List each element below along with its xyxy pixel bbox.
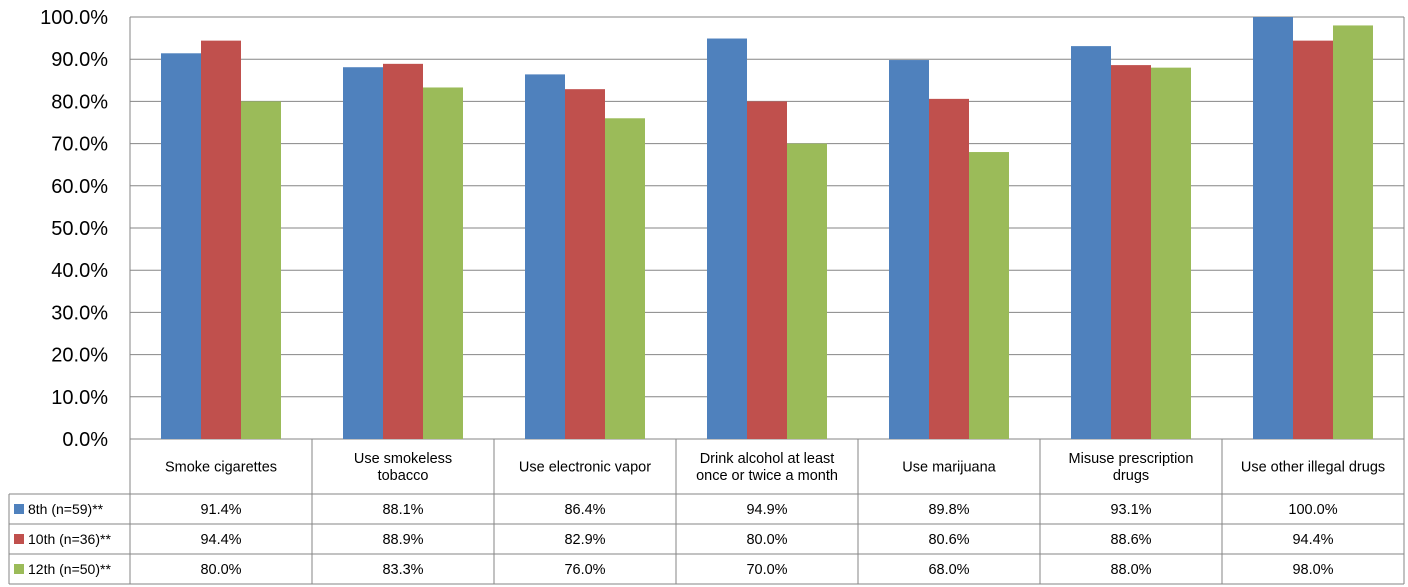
category-label: Misuse prescription bbox=[1069, 451, 1194, 467]
bar-10th bbox=[565, 89, 605, 440]
y-tick-label: 30.0% bbox=[51, 302, 108, 324]
y-tick-label: 80.0% bbox=[51, 91, 108, 113]
category-label: Smoke cigarettes bbox=[165, 460, 277, 476]
bar-10th bbox=[747, 101, 787, 440]
y-tick-label: 90.0% bbox=[51, 49, 108, 71]
data-table-cell: 70.0% bbox=[746, 562, 787, 578]
y-tick-label: 20.0% bbox=[51, 345, 108, 367]
bar-10th bbox=[201, 40, 241, 440]
data-table-cell: 83.3% bbox=[382, 562, 423, 578]
data-table-cell: 91.4% bbox=[200, 502, 241, 518]
data-table-cell: 80.0% bbox=[200, 562, 241, 578]
y-tick-label: 100.0% bbox=[40, 7, 108, 29]
bar-8th bbox=[1253, 17, 1293, 439]
bar-12th bbox=[423, 87, 463, 439]
data-table-cell: 76.0% bbox=[564, 562, 605, 578]
category-label: tobacco bbox=[378, 468, 429, 484]
bar-8th bbox=[525, 74, 565, 439]
data-table-cell: 94.9% bbox=[746, 502, 787, 518]
data-table-cell: 98.0% bbox=[1292, 562, 1333, 578]
category-label: once or twice a month bbox=[696, 468, 838, 484]
legend-label: 8th (n=59)** bbox=[28, 501, 104, 517]
category-label: Use other illegal drugs bbox=[1241, 460, 1385, 476]
legend-label: 10th (n=36)** bbox=[28, 531, 111, 547]
data-table-cell: 86.4% bbox=[564, 502, 605, 518]
y-tick-label: 70.0% bbox=[51, 134, 108, 156]
y-tick-label: 60.0% bbox=[51, 176, 108, 198]
data-table-cell: 88.1% bbox=[382, 502, 423, 518]
bar-8th bbox=[343, 67, 383, 439]
bar-10th bbox=[1293, 40, 1333, 440]
bar-8th bbox=[889, 60, 929, 439]
legend-key bbox=[14, 534, 24, 544]
bar-12th bbox=[1151, 67, 1191, 439]
bar-10th bbox=[383, 63, 423, 439]
data-table-cell: 100.0% bbox=[1288, 502, 1337, 518]
bar-12th bbox=[241, 101, 281, 440]
y-tick-label: 40.0% bbox=[51, 260, 108, 282]
y-tick-label: 10.0% bbox=[51, 387, 108, 409]
category-label: Use smokeless bbox=[354, 451, 452, 467]
data-table-cell: 82.9% bbox=[564, 532, 605, 548]
bar-8th bbox=[707, 38, 747, 439]
data-table-cell: 94.4% bbox=[1292, 532, 1333, 548]
data-table-cell: 89.8% bbox=[928, 502, 969, 518]
y-tick-label: 0.0% bbox=[62, 429, 108, 451]
y-tick-label: 50.0% bbox=[51, 218, 108, 240]
legend-key bbox=[14, 504, 24, 514]
data-table-cell: 93.1% bbox=[1110, 502, 1151, 518]
data-table-cell: 88.6% bbox=[1110, 532, 1151, 548]
bar-8th bbox=[1071, 46, 1111, 439]
data-table-cell: 80.6% bbox=[928, 532, 969, 548]
category-label: Use marijuana bbox=[902, 460, 996, 476]
bar-12th bbox=[605, 118, 645, 439]
bar-12th bbox=[1333, 25, 1373, 439]
bar-10th bbox=[1111, 65, 1151, 439]
data-table-cell: 94.4% bbox=[200, 532, 241, 548]
data-table-cell: 88.9% bbox=[382, 532, 423, 548]
category-label: Use electronic vapor bbox=[519, 460, 651, 476]
data-table-cell: 80.0% bbox=[746, 532, 787, 548]
category-label: drugs bbox=[1113, 468, 1149, 484]
bar-8th bbox=[161, 53, 201, 440]
bar-12th bbox=[969, 152, 1009, 440]
category-label: Drink alcohol at least bbox=[700, 451, 835, 467]
data-table-cell: 88.0% bbox=[1110, 562, 1151, 578]
legend-label: 12th (n=50)** bbox=[28, 561, 111, 577]
legend-key bbox=[14, 564, 24, 574]
data-table-cell: 68.0% bbox=[928, 562, 969, 578]
bar-10th bbox=[929, 98, 969, 440]
bar-12th bbox=[787, 143, 827, 439]
